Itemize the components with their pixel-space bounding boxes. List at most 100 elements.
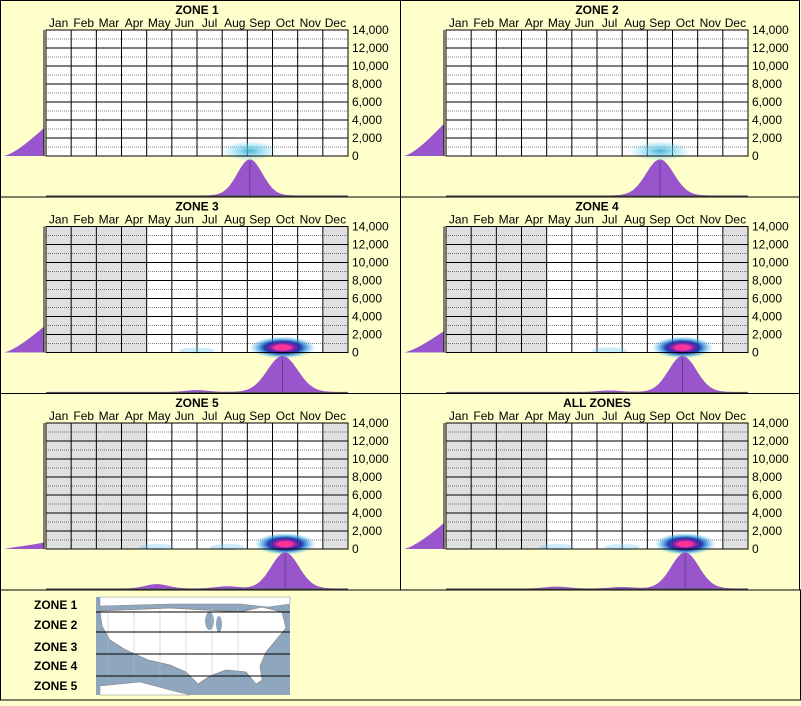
month-label: Jul xyxy=(202,409,217,423)
y-tick-label: 0 xyxy=(352,346,359,360)
y-tick-label: 6,000 xyxy=(752,95,782,109)
month-label: Dec xyxy=(725,409,746,423)
month-label: Nov xyxy=(700,213,721,227)
month-label: Dec xyxy=(725,213,746,227)
panel-title: ALL ZONES xyxy=(563,396,631,410)
month-label: Aug xyxy=(624,16,645,30)
panel-title: ZONE 5 xyxy=(175,396,219,410)
map-lake xyxy=(205,612,214,630)
month-label: Nov xyxy=(700,16,721,30)
y-tick-label: 2,000 xyxy=(352,131,382,145)
plot-frame xyxy=(45,226,349,353)
month-label: Jun xyxy=(575,409,594,423)
y-tick-label: 4,000 xyxy=(752,113,782,127)
month-label: Aug xyxy=(224,409,245,423)
month-label: May xyxy=(148,16,171,30)
month-label: Oct xyxy=(676,16,695,30)
map-land xyxy=(99,606,287,685)
y-tick-label: 2,000 xyxy=(752,131,782,145)
month-label: Jun xyxy=(575,16,594,30)
month-label: Jul xyxy=(202,213,217,227)
month-label: Jan xyxy=(449,16,468,30)
panel-title: ZONE 1 xyxy=(175,3,219,17)
month-label: Nov xyxy=(300,16,321,30)
month-label: Nov xyxy=(300,409,321,423)
y-tick-label: 2,000 xyxy=(752,328,782,342)
month-label: Mar xyxy=(499,409,520,423)
y-tick-label: 10,000 xyxy=(352,59,389,73)
month-label: Jul xyxy=(602,16,617,30)
y-tick-label: 6,000 xyxy=(752,488,782,502)
y-tick-label: 12,000 xyxy=(752,238,789,252)
y-tick-label: 10,000 xyxy=(752,256,789,270)
month-label: Apr xyxy=(125,213,144,227)
month-label: Feb xyxy=(73,16,94,30)
month-label: Jul xyxy=(602,409,617,423)
chart-panel-3: ZONE 3 Jan Feb Mar Apr May Jun Jul Aug Sep Oct Nov D… xyxy=(0,196,401,394)
month-label: May xyxy=(148,213,171,227)
month-label: Jan xyxy=(49,16,68,30)
map-lake xyxy=(200,606,232,610)
blank-month-shading xyxy=(722,226,748,353)
month-label: Dec xyxy=(325,409,346,423)
heatmap-hotspot xyxy=(249,336,316,359)
bottom-profile xyxy=(46,552,348,589)
bottom-profile xyxy=(46,355,348,393)
month-label: Dec xyxy=(325,16,346,30)
bottom-profile xyxy=(46,159,348,196)
y-tick-label: 8,000 xyxy=(352,470,382,484)
y-tick-label: 6,000 xyxy=(352,95,382,109)
y-tick-label: 12,000 xyxy=(352,238,389,252)
month-label: Aug xyxy=(624,213,645,227)
y-tick-label: 4,000 xyxy=(352,310,382,324)
blank-month-shading xyxy=(322,423,348,549)
y-tick-label: 0 xyxy=(752,542,759,556)
legend-zone-5-label: ZONE 5 xyxy=(34,679,78,693)
month-label: Aug xyxy=(224,16,245,30)
plot-frame xyxy=(445,422,749,550)
left-profile xyxy=(404,330,444,353)
y-tick-label: 4,000 xyxy=(352,113,382,127)
month-label: Jul xyxy=(202,16,217,30)
month-label: Apr xyxy=(525,213,544,227)
blank-month-shading xyxy=(322,226,348,353)
month-label: Mar xyxy=(499,16,520,30)
y-tick-label: 6,000 xyxy=(352,292,382,306)
month-label: Dec xyxy=(725,16,746,30)
month-label: Aug xyxy=(624,409,645,423)
y-tick-label: 8,000 xyxy=(752,77,782,91)
month-label: Sep xyxy=(249,16,271,30)
y-tick-label: 12,000 xyxy=(752,41,789,55)
heatmap-hotspot xyxy=(629,141,691,161)
month-label: Jun xyxy=(575,213,594,227)
month-label: Apr xyxy=(525,16,544,30)
month-label: Feb xyxy=(473,409,494,423)
us-map-icon xyxy=(96,596,291,696)
month-label: May xyxy=(148,409,171,423)
month-label: Mar xyxy=(99,16,120,30)
chart-panel-4: ZONE 4 Jan Feb Mar Apr May Jun Jul Aug Sep Oct Nov D… xyxy=(400,196,800,394)
y-tick-label: 8,000 xyxy=(352,274,382,288)
y-tick-label: 12,000 xyxy=(752,434,789,448)
legend-zone-3-label: ZONE 3 xyxy=(34,640,78,654)
y-tick-label: 0 xyxy=(752,346,759,360)
y-tick-label: 4,000 xyxy=(752,310,782,324)
left-profile xyxy=(4,542,44,549)
heatmap-hotspot xyxy=(654,533,716,555)
y-tick-label: 10,000 xyxy=(752,59,789,73)
map-canada xyxy=(99,596,291,608)
y-tick-label: 2,000 xyxy=(352,524,382,538)
month-label: May xyxy=(548,409,571,423)
y-tick-label: 0 xyxy=(352,542,359,556)
month-label: Oct xyxy=(676,409,695,423)
month-label: Oct xyxy=(276,409,295,423)
panel-title: ZONE 4 xyxy=(575,200,619,214)
month-label: Apr xyxy=(125,16,144,30)
y-tick-label: 4,000 xyxy=(352,506,382,520)
heatmap-hotspot xyxy=(652,336,714,359)
month-label: Jan xyxy=(449,409,468,423)
month-label: Apr xyxy=(125,409,144,423)
month-label: Jun xyxy=(175,409,194,423)
month-label: Sep xyxy=(649,213,671,227)
